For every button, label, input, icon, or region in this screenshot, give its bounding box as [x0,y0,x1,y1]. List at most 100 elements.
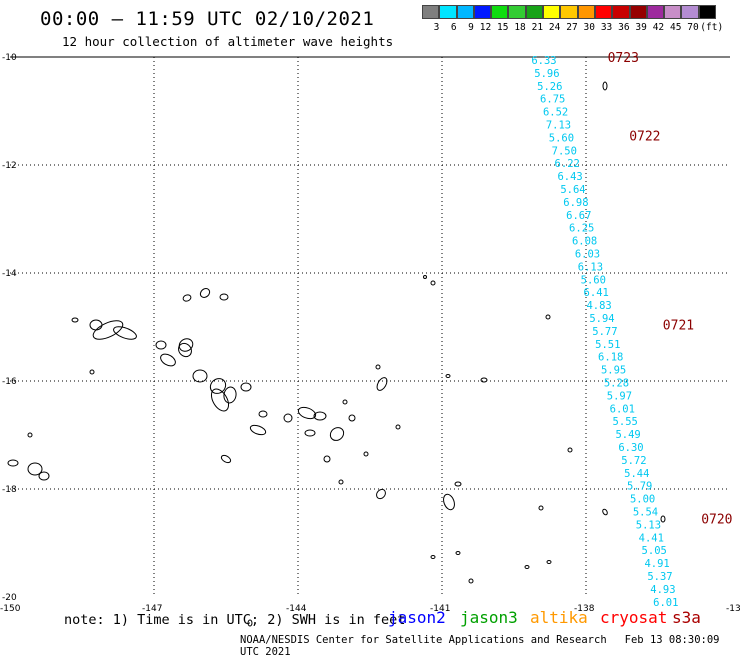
color-scale-swatches [422,5,725,19]
swh-value: 5.05 [642,545,667,557]
scale-swatch [422,5,440,19]
y-tick-label: -10 [2,53,17,63]
island-outline [538,505,544,511]
island-outline [89,369,95,375]
island-outline [545,314,551,320]
island-outline [468,578,474,584]
swh-value: 5.54 [633,507,658,519]
scale-label: 45 [670,22,682,33]
island-outline [567,447,573,453]
swh-value: 5.28 [604,378,629,390]
swh-value: 5.49 [615,429,640,441]
swh-value: 5.97 [607,390,632,402]
swh-value: 7.13 [546,120,571,132]
island-outline [375,364,381,370]
swh-value: 6.75 [540,94,565,106]
island-outline [445,374,451,378]
scale-swatch [491,5,509,19]
swh-value: 6.43 [557,171,582,183]
scale-label: 9 [468,22,474,33]
scale-label: 12 [479,22,492,33]
swh-value: 5.44 [624,468,649,480]
swh-value: 4.83 [586,300,611,312]
swh-value: 5.00 [630,494,655,506]
swh-value: 6.98 [563,197,588,209]
x-tick-label: -135 [726,604,740,614]
swh-value: 4.93 [650,584,675,596]
scale-swatch [560,5,578,19]
scale-label: 33 [600,22,613,33]
swh-value: 6.33 [531,55,556,67]
island-outline [455,551,461,555]
island-outline [376,488,386,500]
legend-altika: altika [530,608,588,627]
island-outline [199,288,211,298]
swh-value: 5.77 [592,326,617,338]
swh-value: 6.18 [598,352,623,364]
scale-label: 27 [566,22,578,33]
scale-label: 24 [548,22,561,33]
island-outline [209,378,227,394]
island-outline [27,432,33,438]
island-outline [283,413,293,423]
island-outline [249,424,267,436]
island-outline [219,293,229,301]
island-outline [338,479,344,485]
swh-value: 5.13 [636,519,661,531]
island-outline [423,275,427,279]
swh-value: 6.01 [610,403,635,415]
wave-height-color-scale: 3 6 9 12 15 18 21 24 27 30 33 36 39 42 45 70 (ft) [422,5,725,33]
scale-swatch [473,5,492,19]
island-outline [223,386,237,404]
island-outline [160,353,176,367]
time-label: 0720 [701,513,732,528]
swh-value: 5.55 [613,416,638,428]
island-outline [71,317,79,323]
island-outline [524,565,530,569]
scale-swatch [577,5,595,19]
island-outline [304,429,316,437]
legend-s3a: s3a [672,608,701,627]
x-tick-label: -141 [430,604,450,614]
note-text: note: 1) Time is in UTC; 2) SWH is in fe… [64,612,406,628]
swh-value: 5.96 [534,68,559,80]
island-outline [430,280,436,286]
swh-value: 5.95 [601,365,626,377]
island-outline [348,414,356,422]
scale-swatch [525,5,544,19]
scale-swatch [681,5,699,19]
scale-label: 36 [618,22,630,33]
swh-value: 6.08 [572,236,597,248]
island-outline [546,560,552,564]
island-outline [329,427,345,441]
island-outline [602,508,608,516]
footer-source: NOAA/NESDIS Center for Satellite Applica… [240,634,607,646]
island-outline [92,320,124,340]
island-outline [480,377,488,383]
swh-value: 4.91 [644,558,669,570]
legend-jason2: jason2 [388,608,446,627]
scale-label: 39 [635,22,647,33]
island-outline [240,382,252,392]
scale-swatch [456,5,474,19]
swh-value: 6.52 [543,107,568,119]
legend-jason3: jason3 [460,608,518,627]
island-outline [89,319,103,331]
island-outline [342,399,348,405]
scale-label: 70 [687,22,699,33]
scale-swatch [439,5,457,19]
map-title: 00:00 – 11:59 UTC 02/10/2021 [40,8,375,30]
island-outline [7,459,19,467]
time-label: 0722 [629,129,660,144]
swh-value: 6.25 [569,223,594,235]
island-outline [430,555,436,559]
swh-value: 6.41 [584,287,609,299]
swh-value: 6.67 [566,210,591,222]
island-outline [192,369,208,383]
y-tick-label: -20 [2,593,17,603]
scale-swatch [698,5,717,19]
scale-swatch [629,5,647,19]
island-outline [363,451,369,457]
swh-value: 5.64 [560,184,585,196]
